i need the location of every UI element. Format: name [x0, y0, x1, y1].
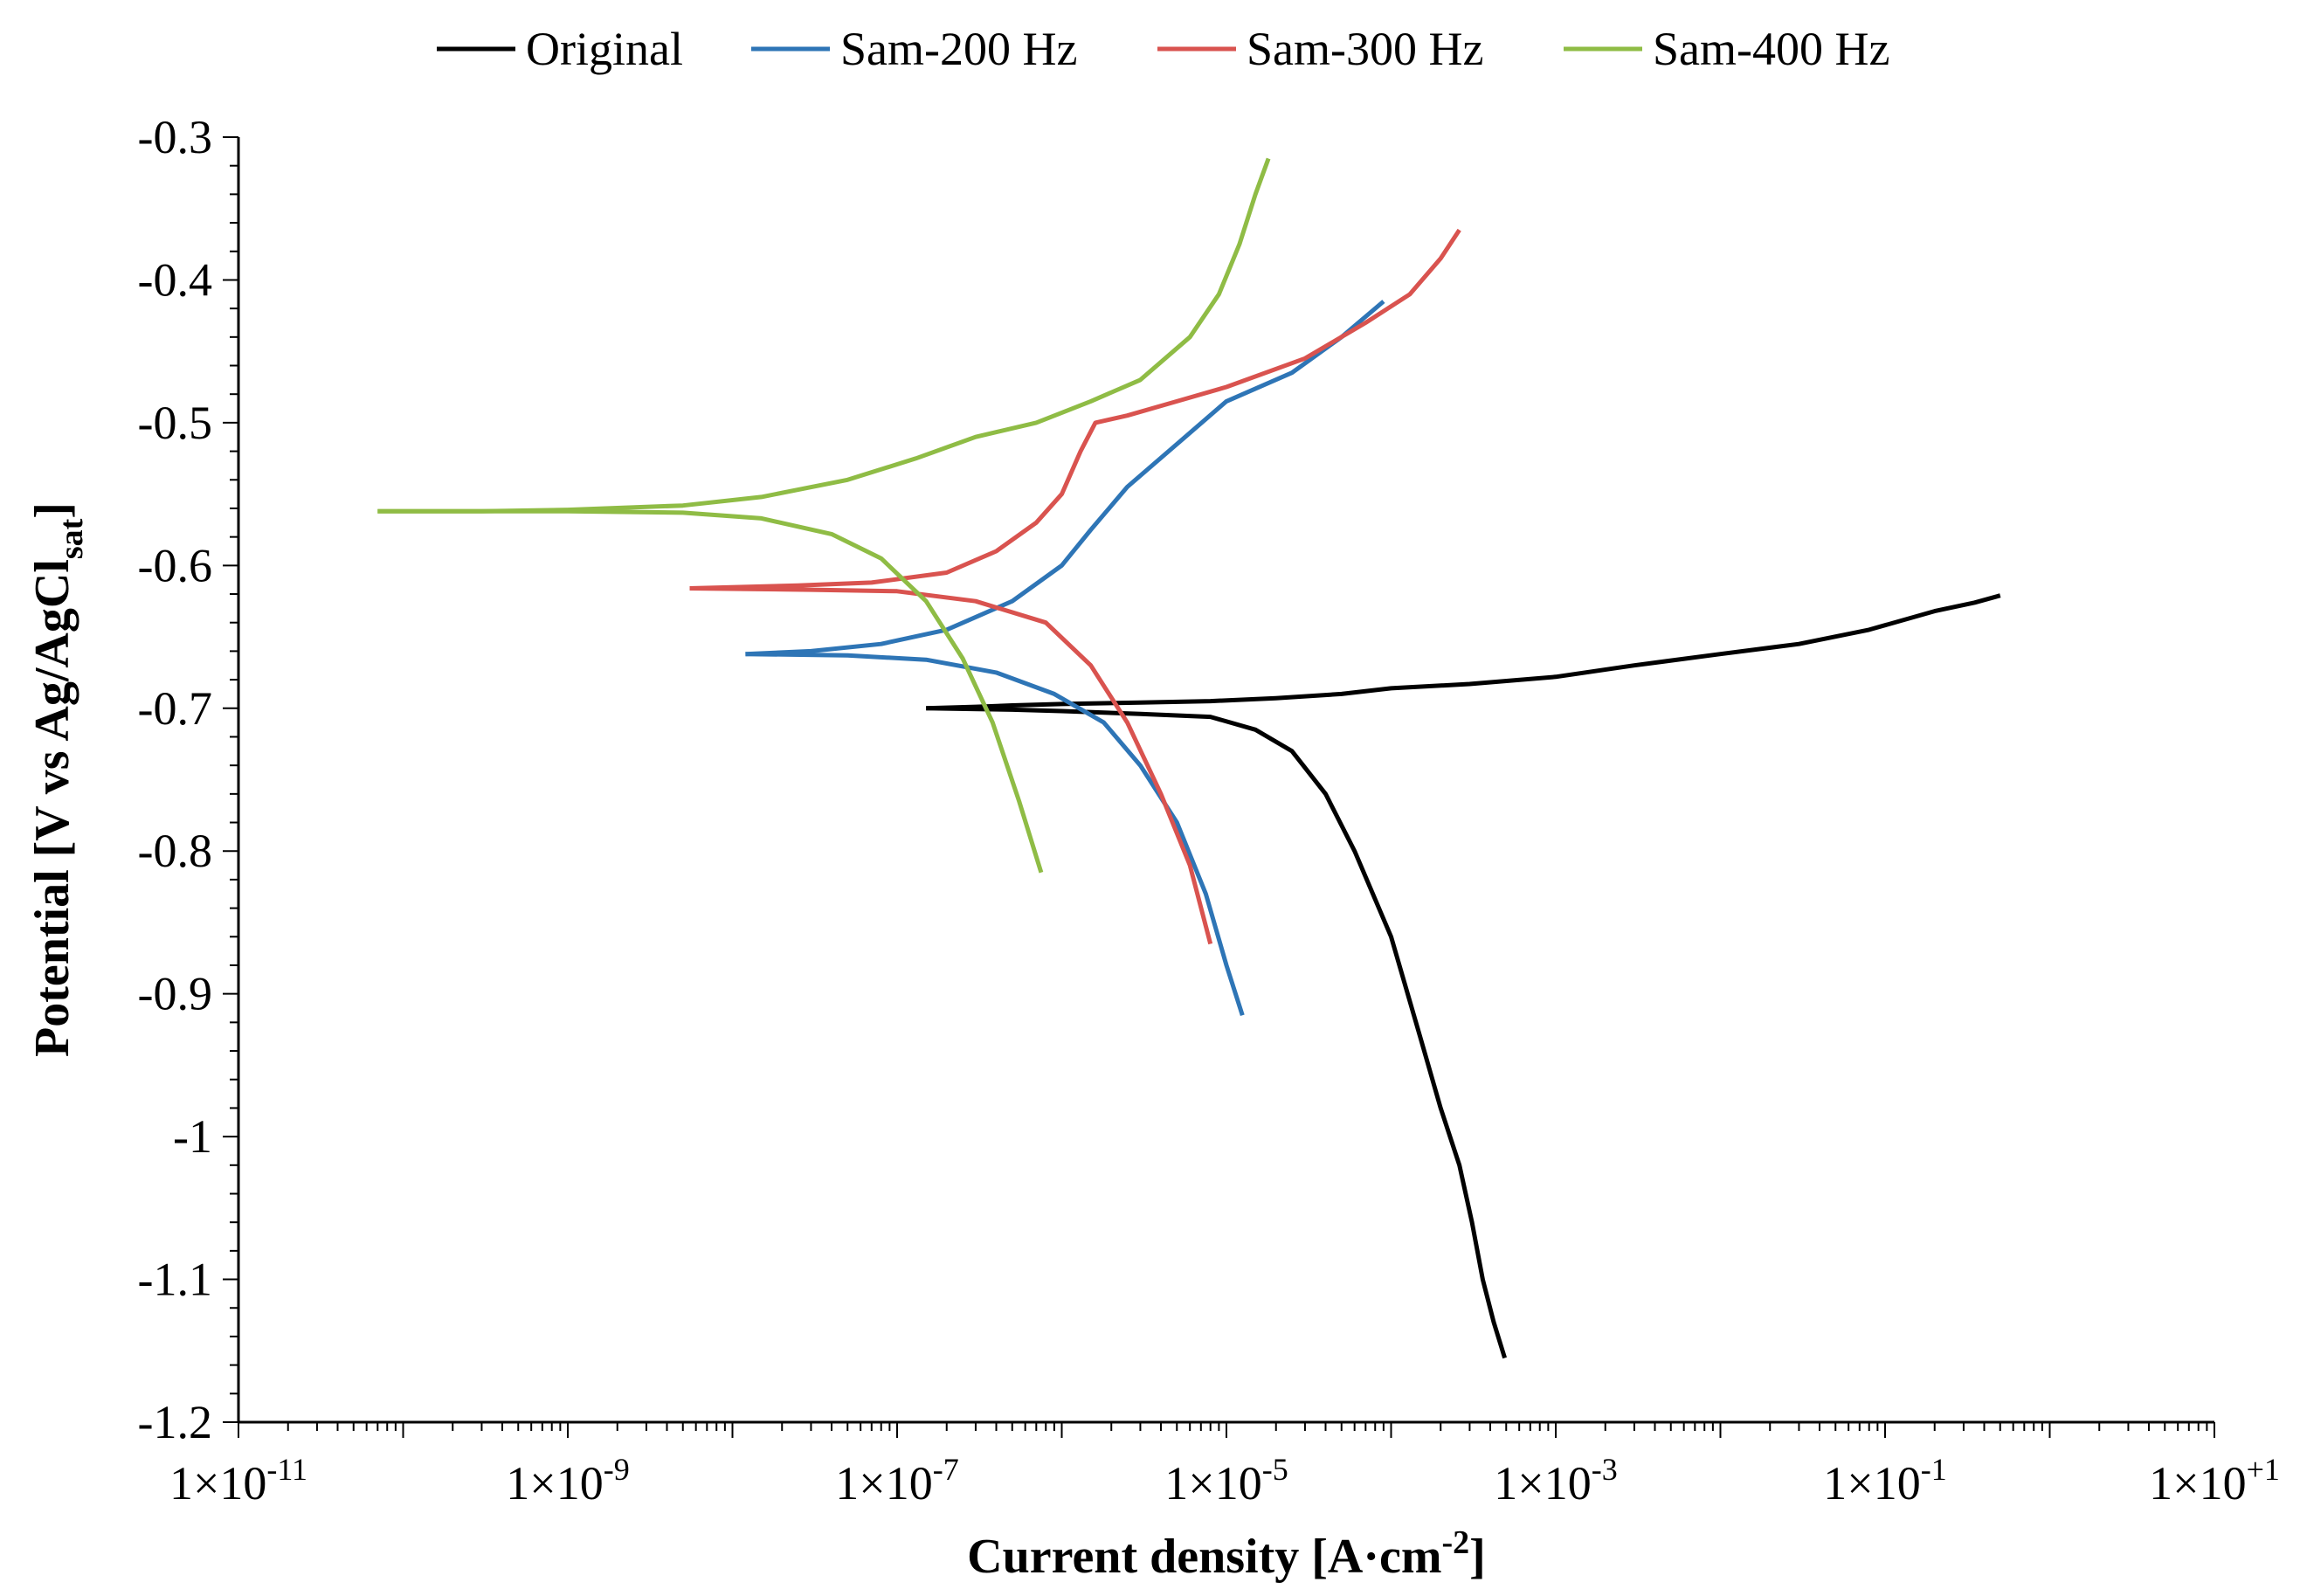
x-tick-label: 1×10-1	[1823, 1452, 1946, 1510]
x-tick-exponent: -7	[933, 1452, 959, 1487]
x-tick-label: 1×10+1	[2149, 1452, 2280, 1510]
x-tick-label: 1×10-3	[1494, 1452, 1617, 1510]
series-line-sam-400-hz-cathodic	[377, 508, 1044, 874]
x-tick-label: 1×10-5	[1164, 1452, 1288, 1510]
x-ticks: 1×10-11 1×10-9 1×10-7 1×10-5 1×10-3 1×10-1 1×1…	[169, 1422, 2280, 1510]
x-tick-base: 1×10	[2149, 1457, 2246, 1510]
series-lines	[377, 157, 2001, 1359]
x-tick-label: 1×10-9	[506, 1452, 629, 1510]
x-tick-base: 1×10	[506, 1457, 603, 1510]
legend-label: Sam-200 Hz	[840, 23, 1077, 75]
x-tick-exponent: -3	[1592, 1452, 1618, 1487]
y-title-sub: sat	[53, 518, 90, 559]
x-tick-base: 1×10	[169, 1457, 266, 1510]
x-tick-label: 1×10-11	[169, 1452, 307, 1510]
series-line-sam-300-hz-anodic	[689, 228, 1461, 591]
x-tick-base: 1×10	[1494, 1457, 1591, 1510]
x-title-main: Current density [A·cm	[967, 1530, 1441, 1584]
y-tick-label: -1.2	[138, 1396, 212, 1448]
y-tick-label: -0.4	[138, 253, 212, 306]
x-tick-base: 1×10	[1164, 1457, 1261, 1510]
x-tick-exponent: -5	[1262, 1452, 1288, 1487]
x-tick-base: 1×10	[835, 1457, 932, 1510]
x-title-end: ]	[1469, 1530, 1486, 1584]
x-tick-exponent: -9	[604, 1452, 630, 1487]
series-line-original-cathodic	[926, 706, 1507, 1359]
legend: Original Sam-200 Hz Sam-300 Hz Sam-400 Hz	[437, 23, 1889, 75]
y-tick-label: -1	[173, 1110, 212, 1163]
series-line-sam-200-hz-cathodic	[745, 652, 1245, 1016]
y-tick-label: -0.8	[138, 825, 212, 877]
y-ticks: -0.3 -0.4 -0.5 -0.6 -0.7 -0.8 -0.9 -1 -1.1 -1.2	[138, 111, 238, 1448]
x-tick-exponent: +1	[2247, 1452, 2280, 1487]
series-line-sam-300-hz-cathodic	[689, 586, 1213, 945]
legend-label: Sam-400 Hz	[1653, 23, 1889, 75]
x-tick-label: 1×10-7	[835, 1452, 958, 1510]
y-tick-label: -1.1	[138, 1254, 212, 1306]
y-tick-label: -0.7	[138, 682, 212, 735]
y-tick-label: -0.6	[138, 539, 212, 591]
y-title-end: ]	[25, 502, 79, 519]
x-axis-title: Current density [A·cm-2]	[967, 1524, 1486, 1584]
x-title-sup: -2	[1442, 1524, 1470, 1561]
legend-label: Sam-300 Hz	[1247, 23, 1483, 75]
series-line-original-anodic	[926, 593, 2001, 711]
legend-label: Original	[526, 23, 683, 75]
y-axis-title: Potential [V vs Ag/AgClsat]	[25, 502, 90, 1057]
x-tick-exponent: -11	[266, 1452, 307, 1487]
series-line-sam-400-hz-anodic	[377, 157, 1271, 514]
x-tick-base: 1×10	[1823, 1457, 1920, 1510]
axes	[237, 137, 2214, 1424]
x-tick-exponent: -1	[1921, 1452, 1947, 1487]
series-line-sam-200-hz-anodic	[745, 300, 1385, 657]
y-tick-label: -0.5	[138, 397, 212, 449]
y-tick-label: -0.3	[138, 111, 212, 163]
y-tick-label: -0.9	[138, 968, 212, 1020]
y-title-main: Potential [V vs Ag/AgCl	[25, 559, 79, 1057]
